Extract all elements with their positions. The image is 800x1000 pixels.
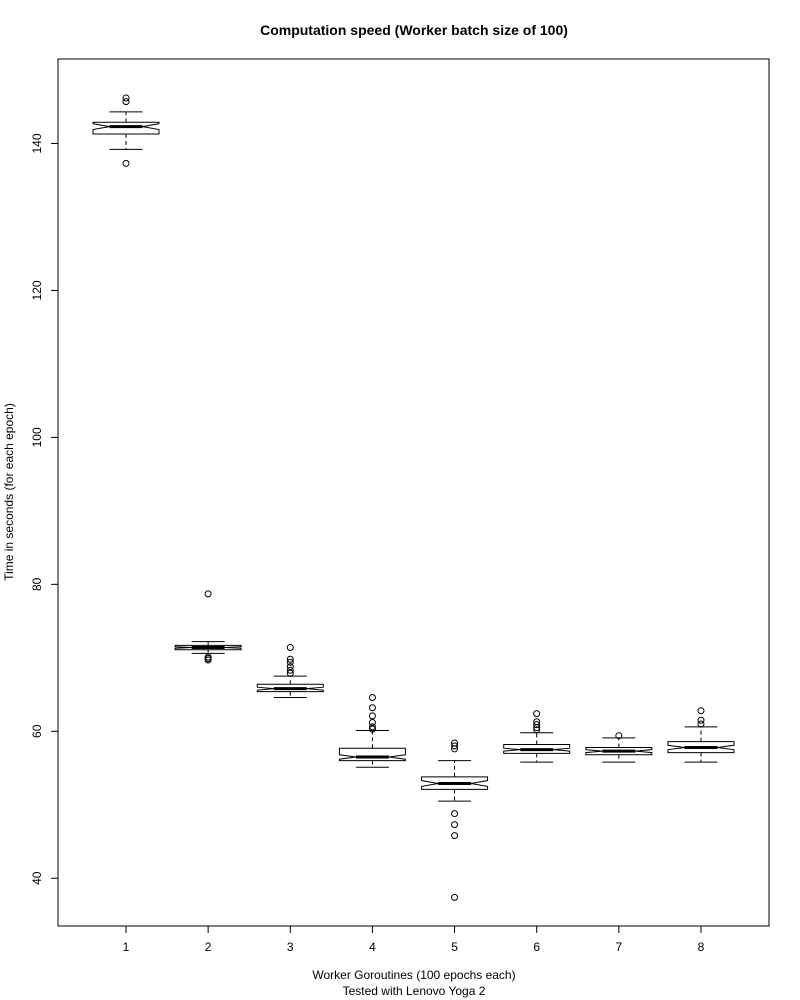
x-tick-label: 2 — [205, 940, 212, 954]
x-tick-label: 1 — [123, 940, 130, 954]
outlier-point — [122, 94, 130, 102]
outlier-point — [368, 693, 376, 701]
outlier-point — [122, 159, 130, 167]
outlier-point — [286, 666, 294, 674]
outlier-point — [451, 742, 459, 750]
outlier-point — [451, 821, 459, 829]
y-tick-label: 40 — [30, 871, 44, 885]
outlier-point — [368, 718, 376, 726]
chart-title: Computation speed (Worker batch size of … — [260, 22, 568, 38]
box-group — [256, 644, 324, 698]
box-series — [92, 94, 735, 901]
outlier-point — [286, 658, 294, 666]
box-group — [667, 707, 735, 763]
outlier-point — [451, 893, 459, 901]
outlier-point — [286, 644, 294, 652]
outlier-point — [204, 656, 212, 664]
x-tick-label: 5 — [451, 940, 458, 954]
outlier-point — [286, 669, 294, 677]
x-tick-label: 4 — [369, 940, 376, 954]
y-tick-label: 60 — [30, 724, 44, 738]
y-tick-label: 120 — [30, 280, 44, 300]
outlier-point — [204, 590, 212, 598]
outlier-point — [368, 712, 376, 720]
outlier-point — [533, 710, 541, 718]
x-axis: 1 2 3 4 5 6 7 8 — [123, 925, 705, 954]
outlier-point — [286, 663, 294, 671]
box-group — [174, 590, 242, 664]
y-tick-label: 140 — [30, 133, 44, 153]
outlier-point — [368, 723, 376, 731]
box-group — [585, 732, 653, 763]
outlier-point — [697, 720, 705, 728]
box-group — [503, 710, 571, 763]
x-tick-label: 8 — [698, 940, 705, 954]
outlier-point — [533, 726, 541, 734]
outlier-point — [122, 98, 130, 106]
x-axis-label: Worker Goroutines (100 epochs each) — [312, 968, 515, 982]
box-group — [338, 693, 406, 768]
x-tick-label: 3 — [287, 940, 294, 954]
y-axis-label: Time in seconds (for each epoch) — [2, 403, 16, 581]
outlier-point — [615, 732, 623, 740]
outlier-point — [368, 725, 376, 733]
outlier-point — [451, 810, 459, 818]
outlier-point — [697, 707, 705, 715]
y-tick-label: 100 — [30, 427, 44, 447]
x-tick-label: 7 — [615, 940, 622, 954]
outlier-point — [451, 832, 459, 840]
box-group — [92, 94, 160, 167]
outlier-point — [286, 655, 294, 663]
outlier-point — [533, 724, 541, 732]
outlier-point — [451, 745, 459, 753]
x-axis-label-line2: Tested with Lenovo Yoga 2 — [343, 984, 486, 998]
y-tick-label: 80 — [30, 577, 44, 591]
x-tick-label: 6 — [533, 940, 540, 954]
y-axis: 40 60 80 100 120 140 — [30, 133, 59, 885]
outlier-point — [368, 704, 376, 712]
outlier-point — [533, 721, 541, 729]
outlier-point — [697, 716, 705, 724]
box-body — [338, 747, 406, 762]
plot-frame — [57, 58, 770, 927]
box-group — [421, 739, 489, 901]
